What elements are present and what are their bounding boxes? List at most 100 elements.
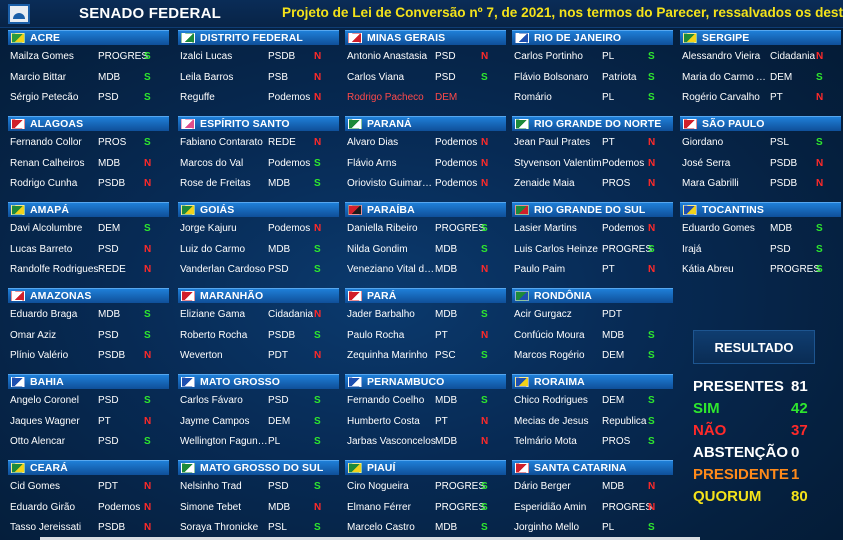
senator-name: Izalci Lucas xyxy=(180,51,233,62)
state-block: RIO GRANDE DO NORTE Jean Paul Prates PT N St… xyxy=(512,116,673,202)
result-row: PRESIDENTE 1 xyxy=(693,466,823,488)
senator-vote: S xyxy=(314,329,321,341)
senator-name: Oriovisto Guimarães xyxy=(347,178,437,189)
state-flag-icon xyxy=(348,291,362,301)
state-name: CEARÁ xyxy=(30,462,68,474)
senator-row: Alessandro Vieira Cidadania N xyxy=(680,45,841,66)
senator-party: PT xyxy=(602,264,615,275)
senator-vote: S xyxy=(481,71,488,83)
senator-party: MDB xyxy=(98,309,121,320)
senator-party: PSL xyxy=(268,522,287,533)
state-flag-icon xyxy=(181,205,195,215)
senator-name: Cid Gomes xyxy=(10,481,61,492)
senator-name: Eduardo Girão xyxy=(10,501,76,513)
senator-vote: N xyxy=(648,137,656,148)
state-flag-icon xyxy=(181,463,195,473)
senator-row: Dário Berger MDB N xyxy=(512,475,673,496)
senator-name: Mara Gabrilli xyxy=(682,178,739,189)
senator-vote: N xyxy=(648,178,656,189)
senator-row: Izalci Lucas PSDB N xyxy=(178,45,339,66)
senator-row: Maria do Carmo Alves DEM S xyxy=(680,66,841,87)
senator-vote: N xyxy=(648,223,656,234)
senator-row: Zequinha Marinho PSC S xyxy=(345,344,506,365)
senator-vote: N xyxy=(816,51,824,62)
senator-row: Acir Gurgacz PDT xyxy=(512,303,673,324)
top-bar: SENADO FEDERAL Projeto de Lei de Convers… xyxy=(0,0,843,28)
state-name: SÃO PAULO xyxy=(702,118,765,130)
senator-row: Chico Rodrigues DEM S xyxy=(512,389,673,410)
senator-name: Maria do Carmo Alves xyxy=(682,71,772,83)
senator-name: Eliziane Gama xyxy=(180,309,246,320)
state-flag-icon xyxy=(515,463,529,473)
state-flag-icon xyxy=(11,377,25,387)
state-header: PARÁ xyxy=(345,288,506,303)
senator-vote: N xyxy=(481,264,489,275)
senator-row: Vanderlan Cardoso PSD S xyxy=(178,258,339,279)
state-name: RIO GRANDE DO NORTE xyxy=(534,118,662,130)
senator-row: Jader Barbalho MDB S xyxy=(345,303,506,324)
senator-row: Otto Alencar PSD S xyxy=(8,430,169,451)
state-flag-icon xyxy=(515,377,529,387)
senator-row: Romário PL S xyxy=(512,86,673,107)
state-header: MATO GROSSO xyxy=(178,374,339,389)
senator-vote: S xyxy=(314,395,321,406)
result-value: 42 xyxy=(791,400,808,417)
senator-row: Eduardo Gomes MDB S xyxy=(680,217,841,238)
senator-name: Rogério Carvalho xyxy=(682,92,760,103)
senator-name: Ciro Nogueira xyxy=(347,481,409,492)
senator-vote: S xyxy=(481,481,488,492)
senator-vote: N xyxy=(648,501,656,513)
senator-row: Nelsinho Trad PSD S xyxy=(178,475,339,496)
state-block: PIAUÍ Ciro Nogueira PROGRES S Elmano Férrer P… xyxy=(345,460,506,540)
senator-row: Rogério Carvalho PT N xyxy=(680,86,841,107)
state-header: RIO GRANDE DO SUL xyxy=(512,202,673,217)
state-block: ALAGOAS Fernando Collor PROS S Renan Calheir… xyxy=(8,116,169,202)
senator-party: PSL xyxy=(770,137,789,148)
senator-row: Luis Carlos Heinze PROGRES S xyxy=(512,238,673,259)
state-flag-icon xyxy=(683,119,697,129)
senator-party: REDE xyxy=(98,264,126,275)
state-header: SANTA CATARINA xyxy=(512,460,673,475)
state-flag-icon xyxy=(683,205,697,215)
senator-party: DEM xyxy=(268,415,291,427)
senator-name: Mecias de Jesus xyxy=(514,415,589,427)
senator-row: Cid Gomes PDT N xyxy=(8,475,169,496)
result-row: ABSTENÇÃO 0 xyxy=(693,444,823,466)
senator-row: Jorge Kajuru Podemos N xyxy=(178,217,339,238)
senator-vote: S xyxy=(481,501,488,513)
senator-name: Fernando Coelho xyxy=(347,395,425,406)
senator-name: Fernando Collor xyxy=(10,137,82,148)
senator-row: Eduardo Braga MDB S xyxy=(8,303,169,324)
senator-vote: N xyxy=(816,92,824,103)
senator-name: Jarbas Vasconcelos xyxy=(347,436,436,447)
senator-name: Davi Alcolumbre xyxy=(10,223,83,234)
senator-name: Irajá xyxy=(682,243,702,255)
senator-row: Marcos Rogério DEM S xyxy=(512,344,673,365)
state-flag-icon xyxy=(11,291,25,301)
senator-vote: S xyxy=(648,329,655,341)
state-block: BAHIA Angelo Coronel PSD S Jaques Wagner PT N O… xyxy=(8,374,169,460)
state-block: RORAIMA Chico Rodrigues DEM S Mecias de Jesu… xyxy=(512,374,673,460)
senator-vote: N xyxy=(481,415,489,427)
senator-party: PROGRES xyxy=(435,481,486,492)
senator-row: Antonio Anastasia PSD N xyxy=(345,45,506,66)
senator-vote: N xyxy=(314,501,322,513)
senator-party: PSD xyxy=(98,329,119,341)
senator-name: Luis Carlos Heinze xyxy=(514,243,598,255)
senator-row: Eliziane Gama Cidadania N xyxy=(178,303,339,324)
senator-row: Angelo Coronel PSD S xyxy=(8,389,169,410)
senator-party: Podemos xyxy=(602,223,645,234)
senator-row: Alvaro Dias Podemos N xyxy=(345,131,506,152)
senator-vote: N xyxy=(481,329,489,341)
state-name: AMAZONAS xyxy=(30,290,92,302)
senator-row: Zenaide Maia PROS N xyxy=(512,172,673,193)
senator-party: MDB xyxy=(602,329,625,341)
result-label: SIM xyxy=(693,400,720,417)
state-block: PERNAMBUCO Fernando Coelho MDB S Humberto Co… xyxy=(345,374,506,460)
senator-name: Chico Rodrigues xyxy=(514,395,588,406)
senator-party: Podemos xyxy=(268,157,311,169)
state-flag-icon xyxy=(515,33,529,43)
senator-party: PSD xyxy=(268,264,289,275)
senator-row: Mecias de Jesus Republica S xyxy=(512,410,673,431)
senator-row: Fabiano Contarato REDE N xyxy=(178,131,339,152)
